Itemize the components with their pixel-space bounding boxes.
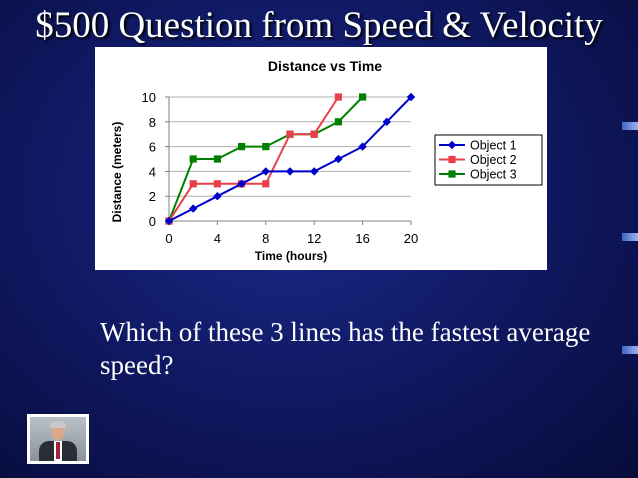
legend-marker-3	[448, 170, 456, 178]
question-text: Which of these 3 lines has the fastest a…	[100, 317, 591, 380]
y-tick-label-0: 0	[149, 214, 156, 229]
y-tick-label-6: 6	[149, 140, 156, 155]
legend-label-2: Object 2	[470, 153, 517, 167]
chart-title: Distance vs Time	[268, 58, 382, 74]
series-1-point-6	[310, 167, 319, 176]
series-3-point-8	[359, 93, 367, 101]
series-3-point-4	[262, 143, 270, 151]
y-tick-label-10: 10	[142, 90, 156, 105]
x-axis-label: Time (hours)	[255, 249, 327, 263]
x-tick-label-0: 0	[165, 231, 172, 246]
series-1-point-7	[334, 154, 343, 164]
series-1-point-3	[237, 179, 246, 188]
series-1-point-4	[261, 167, 270, 176]
x-tick-label-8: 8	[262, 231, 269, 246]
legend-label-3: Object 3	[470, 168, 517, 182]
series-3-point-1	[189, 155, 197, 163]
series-3-point-2	[213, 155, 221, 163]
series-2-point-4	[262, 180, 270, 188]
x-tick-label-16: 16	[355, 231, 369, 246]
distance-time-chart: Distance vs Time Distance (meters) Time …	[110, 58, 543, 263]
series-1-point-10	[406, 92, 416, 102]
y-axis-label: Distance (meters)	[110, 122, 124, 223]
series-3-point-3	[238, 143, 246, 151]
series-2-point-2	[213, 180, 221, 188]
series-1-point-2	[213, 192, 222, 201]
host-avatar	[27, 414, 89, 464]
series-1-point-8	[358, 142, 367, 151]
chart-area: Distance vs Time Distance (meters) Time …	[95, 47, 547, 270]
series-3-point-7	[334, 118, 342, 126]
y-tick-label-2: 2	[149, 189, 156, 204]
series-1	[164, 92, 416, 226]
legend-marker-2	[448, 155, 456, 164]
series-1-point-0	[164, 216, 174, 226]
series-2-line	[168, 96, 340, 222]
series-2-point-7	[334, 93, 342, 101]
series-1-point-9	[382, 117, 391, 126]
legend-label-1: Object 1	[470, 139, 517, 153]
x-tick-label-12: 12	[307, 231, 321, 246]
decorative-edge-marks	[618, 0, 638, 478]
series-1-point-5	[285, 167, 295, 176]
slide-title: $500 Question from Speed & Velocity	[35, 5, 603, 46]
x-tick-label-4: 4	[214, 231, 221, 246]
x-tick-label-20: 20	[404, 231, 418, 246]
series-1-point-1	[189, 204, 198, 213]
series-3-line	[168, 96, 364, 222]
series-2-point-1	[189, 180, 197, 188]
y-tick-label-4: 4	[149, 164, 156, 179]
series-2-point-5	[286, 130, 294, 138]
series-2-point-6	[310, 130, 318, 138]
y-tick-label-8: 8	[149, 115, 156, 130]
